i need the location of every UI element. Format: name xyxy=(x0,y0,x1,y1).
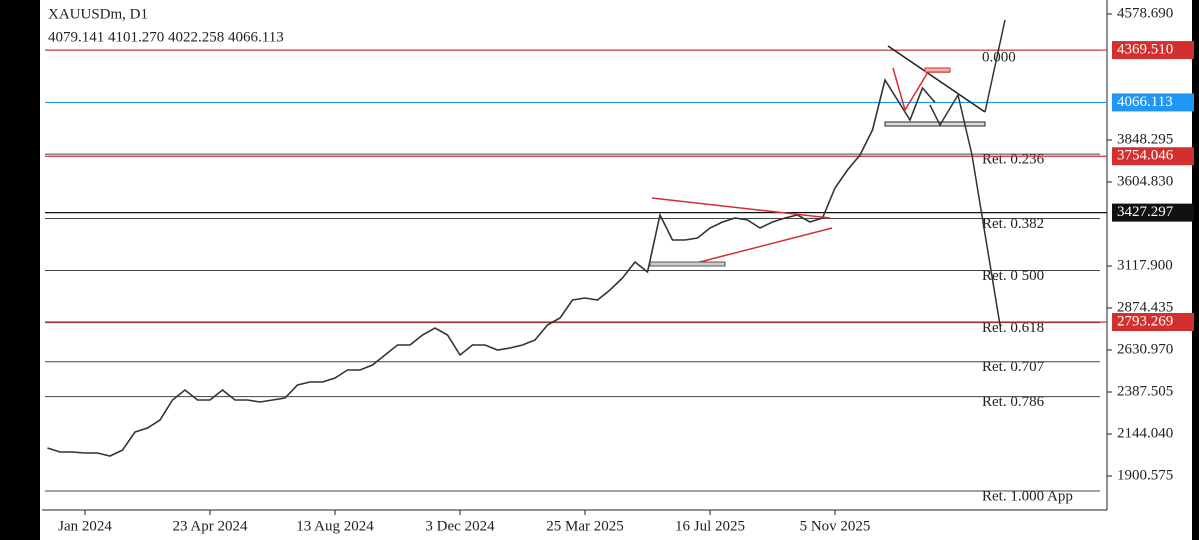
levels: 0.000 Ret. 0.236 Ret. 0.382 Ret. 0 500 Ret. … xyxy=(45,49,1107,504)
fib-label: Ret. 0 500 xyxy=(982,268,1044,284)
price-badge xyxy=(1112,41,1194,60)
y-tick-label: 4578.690 xyxy=(1117,5,1173,21)
zone xyxy=(649,261,726,267)
y-tick-label: 1900.575 xyxy=(1117,467,1173,483)
fib-label: 0.000 xyxy=(982,50,1016,66)
y-tick-label: 3117.900 xyxy=(1117,257,1173,273)
x-tick-label: 23 Apr 2024 xyxy=(173,518,249,534)
y-tick-label: 2144.040 xyxy=(1117,425,1173,441)
zone xyxy=(884,121,986,127)
projection xyxy=(984,19,1006,113)
trendline xyxy=(651,197,831,219)
price-badge-label: 3754.046 xyxy=(1117,148,1174,164)
price-badge-label: 2793.269 xyxy=(1117,313,1173,329)
price-badge-label: 3427.297 xyxy=(1117,204,1174,220)
price-line xyxy=(47,77,936,457)
price-badge xyxy=(1112,147,1194,166)
fib-label: Ret. 1.000 App xyxy=(982,488,1073,504)
fib-label: Ret. 0.707 xyxy=(982,359,1045,375)
fib-label: Ret. 0.786 xyxy=(982,394,1045,410)
drawings xyxy=(649,19,1006,326)
x-tick-label: 13 Aug 2024 xyxy=(296,518,374,534)
fib-label: Ret. 0.382 xyxy=(982,216,1044,232)
x-tick-label: 5 Nov 2025 xyxy=(800,518,871,534)
fib-label: Ret. 0.618 xyxy=(982,320,1044,336)
y-tick-label: 2387.505 xyxy=(1117,383,1173,399)
fib-label: Ret. 0.236 xyxy=(982,152,1045,168)
screen-edge xyxy=(0,0,40,540)
y-tick-label: 3604.830 xyxy=(1117,173,1173,189)
ohlc: 4079.141 4101.270 4022.258 4066.113 xyxy=(48,29,284,45)
x-tick-label: 16 Jul 2025 xyxy=(675,518,745,534)
y-tick-label: 3848.295 xyxy=(1117,131,1173,147)
price-badge xyxy=(1112,93,1194,112)
trendline xyxy=(887,45,986,113)
price-badge-label: 4066.113 xyxy=(1117,94,1173,110)
screen-edge xyxy=(1192,0,1199,540)
projection xyxy=(929,93,1001,326)
zone xyxy=(924,67,951,73)
x-tick-label: Jan 2024 xyxy=(58,518,112,534)
x-tick-label: 3 Dec 2024 xyxy=(425,518,495,534)
y-tick-label: 2630.970 xyxy=(1117,341,1173,357)
trendline xyxy=(687,227,833,266)
x-tick-label: 25 Mar 2025 xyxy=(546,518,624,534)
y-tick-label: 2874.435 xyxy=(1117,299,1173,315)
price-badge xyxy=(1112,203,1194,222)
symbol: XAUUSDm, D1 xyxy=(48,6,148,22)
price-badge xyxy=(1112,313,1194,332)
price-badge-label: 4369.510 xyxy=(1117,42,1173,58)
